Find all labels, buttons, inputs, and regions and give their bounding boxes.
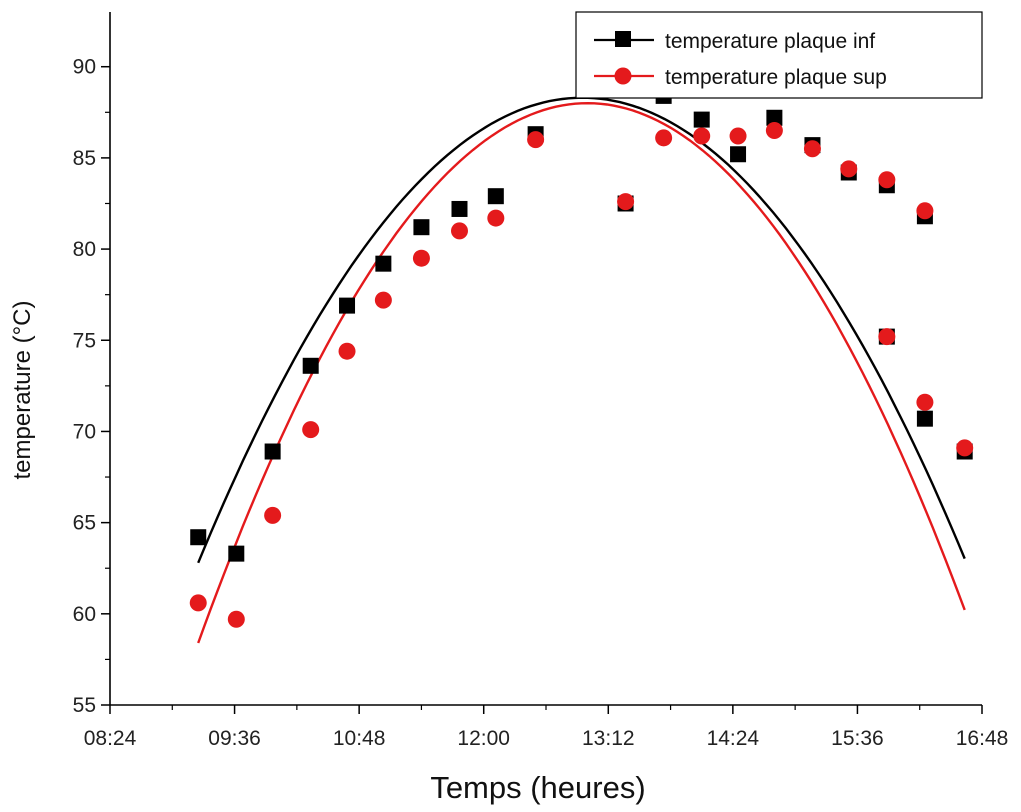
plot-area: 55 60 65 70 75 80 85 90 08:24 09:36 10:48 12:00 13:… [73, 12, 1009, 750]
data-point-inf [766, 109, 783, 126]
data-point-sup [803, 140, 821, 158]
data-point-inf [730, 146, 747, 163]
y-tick-label: 60 [73, 603, 96, 626]
legend-box [575, 11, 983, 99]
x-tick-label: 13:12 [582, 727, 635, 750]
data-point-sup [227, 610, 245, 628]
y-tick-label: 85 [73, 147, 96, 170]
data-point-inf [228, 545, 245, 562]
y-tick-label: 75 [73, 329, 96, 352]
data-point-inf [413, 219, 430, 236]
data-point-sup [729, 127, 747, 145]
y-ticks: 55 60 65 70 75 80 85 90 [73, 56, 110, 717]
data-point-sup [878, 171, 896, 189]
x-tick-label: 09:36 [208, 727, 261, 750]
data-point-inf [916, 410, 933, 427]
data-point-sup [487, 209, 505, 227]
data-point-sup [916, 393, 934, 411]
x-tick-label: 08:24 [84, 727, 137, 750]
fit-curve [197, 101, 966, 644]
y-tick-label: 70 [73, 420, 96, 443]
legend: temperature plaque inf temperature plaqu… [575, 11, 983, 99]
data-point-inf [190, 529, 207, 546]
x-tick-label: 16:48 [956, 727, 1009, 750]
data-point-sup [412, 249, 430, 267]
data-point-inf [487, 188, 504, 205]
y-axis-title: temperature (°C) [9, 301, 36, 480]
data-point-sup [765, 122, 783, 140]
data-point-sup [450, 222, 468, 240]
x-tick-label: 14:24 [707, 727, 760, 750]
data-point-sup [693, 127, 711, 145]
y-tick-label: 65 [73, 512, 96, 535]
data-point-sup [916, 202, 934, 220]
x-axis-title: Temps (heures) [430, 770, 645, 805]
data-point-inf [339, 297, 356, 314]
legend-label-sup: temperature plaque sup [665, 66, 887, 89]
data-point-sup [840, 160, 858, 178]
data-point-sup [956, 439, 974, 457]
data-point-sup [189, 594, 207, 612]
data-point-sup [655, 129, 673, 147]
x-tick-label: 15:36 [831, 727, 884, 750]
legend-marker-sup [614, 67, 632, 85]
data-point-sup [527, 131, 545, 149]
x-tick-label: 12:00 [457, 727, 510, 750]
legend-label-inf: temperature plaque inf [665, 30, 875, 53]
data-point-sup [878, 328, 896, 346]
y-tick-label: 90 [73, 56, 96, 79]
data-markers [189, 58, 974, 628]
data-point-inf [264, 443, 281, 460]
legend-marker-inf [615, 31, 631, 47]
x-ticks: 08:24 09:36 10:48 12:00 13:12 14:24 15:36 16:48 [84, 705, 1009, 750]
y-tick-label: 55 [73, 694, 96, 717]
data-point-sup [338, 342, 356, 360]
data-point-sup [302, 421, 320, 439]
data-point-inf [693, 111, 710, 128]
data-point-sup [264, 506, 282, 524]
x-tick-label: 10:48 [333, 727, 386, 750]
data-point-inf [375, 255, 392, 272]
data-point-inf [302, 357, 319, 374]
data-point-inf [451, 200, 468, 217]
y-tick-label: 80 [73, 238, 96, 261]
data-point-sup [374, 291, 392, 309]
data-point-sup [617, 193, 635, 211]
